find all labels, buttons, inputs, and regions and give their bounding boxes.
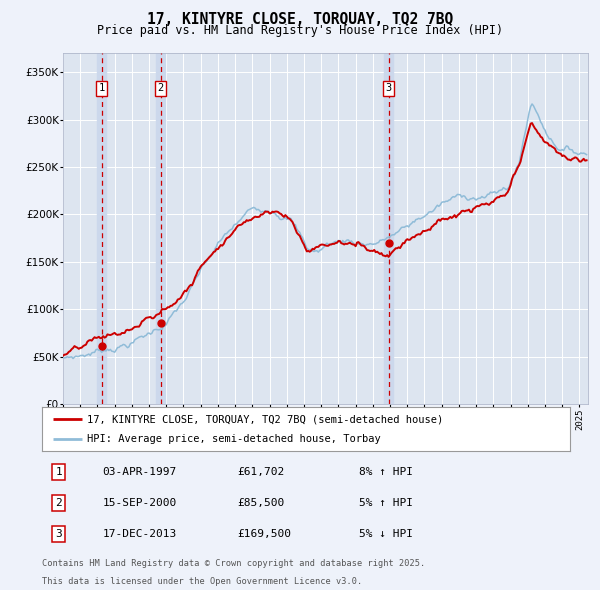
Text: £169,500: £169,500 [238,529,292,539]
Text: 17, KINTYRE CLOSE, TORQUAY, TQ2 7BQ (semi-detached house): 17, KINTYRE CLOSE, TORQUAY, TQ2 7BQ (sem… [87,414,443,424]
Text: Contains HM Land Registry data © Crown copyright and database right 2025.: Contains HM Land Registry data © Crown c… [42,559,425,568]
Text: 5% ↓ HPI: 5% ↓ HPI [359,529,413,539]
Text: HPI: Average price, semi-detached house, Torbay: HPI: Average price, semi-detached house,… [87,434,380,444]
Text: 15-SEP-2000: 15-SEP-2000 [103,498,177,508]
Text: 17, KINTYRE CLOSE, TORQUAY, TQ2 7BQ: 17, KINTYRE CLOSE, TORQUAY, TQ2 7BQ [147,12,453,27]
Text: 3: 3 [385,83,392,93]
Bar [384,53,394,404]
Text: Price paid vs. HM Land Registry's House Price Index (HPI): Price paid vs. HM Land Registry's House … [97,24,503,37]
Text: 5% ↑ HPI: 5% ↑ HPI [359,498,413,508]
Text: 2: 2 [157,83,164,93]
Text: 03-APR-1997: 03-APR-1997 [103,467,177,477]
Text: £61,702: £61,702 [238,467,284,477]
Bar [156,53,165,404]
Text: This data is licensed under the Open Government Licence v3.0.: This data is licensed under the Open Gov… [42,577,362,586]
Text: £85,500: £85,500 [238,498,284,508]
Text: 8% ↑ HPI: 8% ↑ HPI [359,467,413,477]
Text: 1: 1 [98,83,105,93]
Text: 1: 1 [56,467,62,477]
Bar [97,53,106,404]
Text: 2: 2 [56,498,62,508]
Text: 3: 3 [56,529,62,539]
Text: 17-DEC-2013: 17-DEC-2013 [103,529,177,539]
